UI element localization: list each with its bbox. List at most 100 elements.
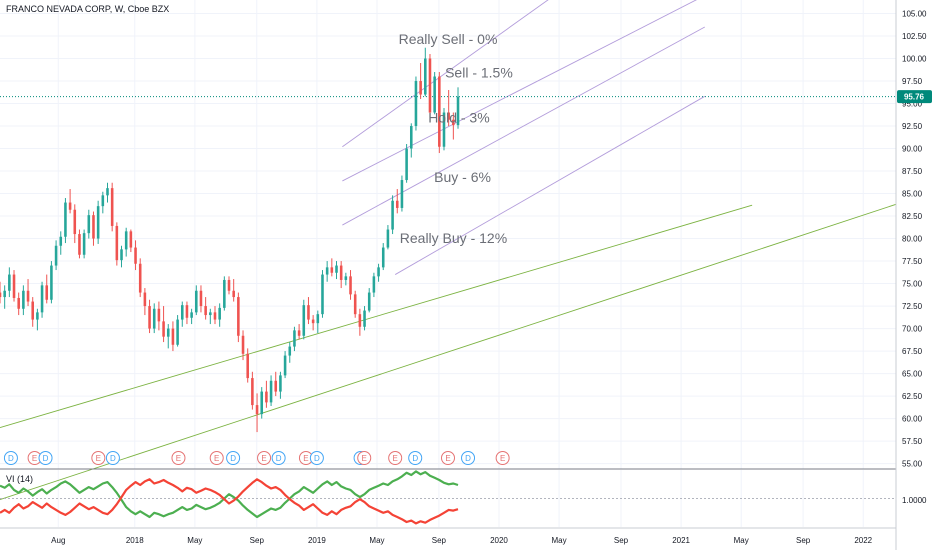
y-tick-label: 55.00 bbox=[902, 460, 923, 469]
candle-body bbox=[176, 319, 179, 345]
candle-body bbox=[180, 305, 184, 320]
candle-body bbox=[124, 231, 128, 250]
earnings-event-marker: E bbox=[209, 451, 224, 465]
candle-body bbox=[106, 188, 109, 196]
indicator-title: VI (14) bbox=[6, 474, 33, 484]
earnings-event-marker: E bbox=[91, 451, 106, 465]
x-tick-label: 2022 bbox=[854, 536, 872, 545]
y-tick-label: 60.00 bbox=[902, 415, 923, 424]
candle-body bbox=[409, 126, 413, 149]
earnings-event-marker: E bbox=[388, 451, 403, 465]
x-tick-label: May bbox=[552, 536, 567, 545]
candle-body bbox=[68, 202, 72, 210]
y-tick-label: 80.00 bbox=[902, 235, 923, 244]
earnings-event-marker: E bbox=[257, 451, 272, 465]
candle-body bbox=[452, 119, 455, 126]
earnings-event-marker: E bbox=[495, 451, 510, 465]
candle-body bbox=[325, 267, 329, 275]
candle-body bbox=[78, 234, 81, 255]
candle-body bbox=[232, 290, 235, 298]
candle-body bbox=[195, 290, 198, 313]
event-marker-circle bbox=[257, 451, 272, 465]
time-axis: Aug 2018 May Sep 2019 May Sep 2020 May Sep 2021 May… bbox=[51, 536, 873, 545]
y-tick-label: 82.50 bbox=[902, 212, 923, 221]
indicator-level-label: 1.0000 bbox=[902, 496, 927, 505]
candle-body bbox=[227, 279, 231, 291]
candle-body bbox=[386, 229, 390, 248]
annotation-label: Buy - 6% bbox=[434, 169, 491, 185]
candle-body bbox=[283, 355, 287, 376]
event-marker-label: E bbox=[303, 454, 308, 463]
candle-body bbox=[12, 274, 16, 298]
x-tick-label: 2021 bbox=[672, 536, 690, 545]
candle-body bbox=[171, 328, 175, 345]
event-marker-circle bbox=[357, 451, 372, 465]
candle-body bbox=[367, 292, 371, 311]
candle-body bbox=[92, 215, 95, 239]
dividend-event-marker: D bbox=[309, 451, 324, 465]
channel-line bbox=[342, 0, 549, 148]
candle-body bbox=[265, 391, 268, 403]
event-marker-label: E bbox=[261, 454, 266, 463]
candle-body bbox=[358, 314, 362, 327]
candle-body bbox=[381, 247, 385, 268]
candle-body bbox=[54, 245, 58, 266]
earnings-event-marker: E bbox=[357, 451, 372, 465]
earnings-event-marker: E bbox=[441, 451, 455, 465]
event-marker-circle bbox=[3, 451, 18, 465]
event-marker-label: D bbox=[230, 454, 236, 463]
candle-body bbox=[288, 346, 292, 356]
candle-body bbox=[26, 290, 30, 302]
channel-line bbox=[394, 95, 706, 275]
y-tick-label: 95.00 bbox=[902, 100, 923, 109]
candle-body bbox=[335, 265, 338, 273]
chart-title: FRANCO NEVADA CORP, W, Cboe BZX bbox=[6, 4, 169, 14]
earnings-event-marker: E bbox=[27, 451, 42, 465]
x-tick-label: 2018 bbox=[126, 536, 144, 545]
y-tick-label: 75.00 bbox=[902, 280, 923, 289]
candle-body bbox=[209, 312, 212, 316]
event-marker-circle bbox=[461, 451, 476, 465]
x-tick-label: May bbox=[369, 536, 384, 545]
price-tag-background bbox=[897, 90, 932, 104]
event-marker-circle bbox=[495, 451, 510, 465]
candle-body bbox=[190, 312, 193, 318]
y-tick-label: 72.50 bbox=[902, 302, 923, 311]
x-tick-label: Sep bbox=[614, 536, 629, 545]
event-marker-circle bbox=[209, 451, 224, 465]
event-marker-label: E bbox=[445, 454, 450, 463]
candle-body bbox=[456, 96, 460, 126]
event-marker-label: E bbox=[176, 454, 181, 463]
y-tick-label: 105.00 bbox=[902, 10, 927, 19]
event-marker-circle bbox=[441, 451, 455, 465]
candle-body bbox=[419, 81, 422, 95]
event-marker-label: D bbox=[276, 454, 282, 463]
candle-body bbox=[395, 200, 399, 208]
event-marker-circle bbox=[309, 451, 324, 465]
candle-body bbox=[260, 391, 264, 415]
dividend-event-marker: D bbox=[226, 451, 241, 465]
candle-body bbox=[428, 58, 432, 113]
candle-body bbox=[82, 233, 86, 255]
annotation-label: Sell - 1.5% bbox=[445, 64, 513, 80]
candle-body bbox=[237, 297, 240, 336]
x-tick-label: Aug bbox=[51, 536, 65, 545]
y-tick-label: 70.00 bbox=[902, 325, 923, 334]
annotation-label: Hold - 3% bbox=[428, 109, 489, 125]
candle-body bbox=[307, 305, 310, 320]
candle-body bbox=[353, 294, 357, 315]
event-marker-circle bbox=[171, 451, 186, 465]
trend-lines bbox=[0, 203, 897, 501]
candle-body bbox=[377, 267, 380, 277]
candle-body bbox=[138, 263, 142, 293]
x-tick-label: 2020 bbox=[490, 536, 508, 545]
event-marker-circle bbox=[271, 451, 286, 465]
candle-body bbox=[339, 265, 343, 280]
event-marker-label: D bbox=[465, 454, 471, 463]
candle-body bbox=[330, 267, 334, 273]
candle-body bbox=[3, 290, 6, 298]
candle-body bbox=[17, 297, 20, 309]
candle-body bbox=[31, 301, 35, 320]
candle-body bbox=[447, 112, 450, 120]
